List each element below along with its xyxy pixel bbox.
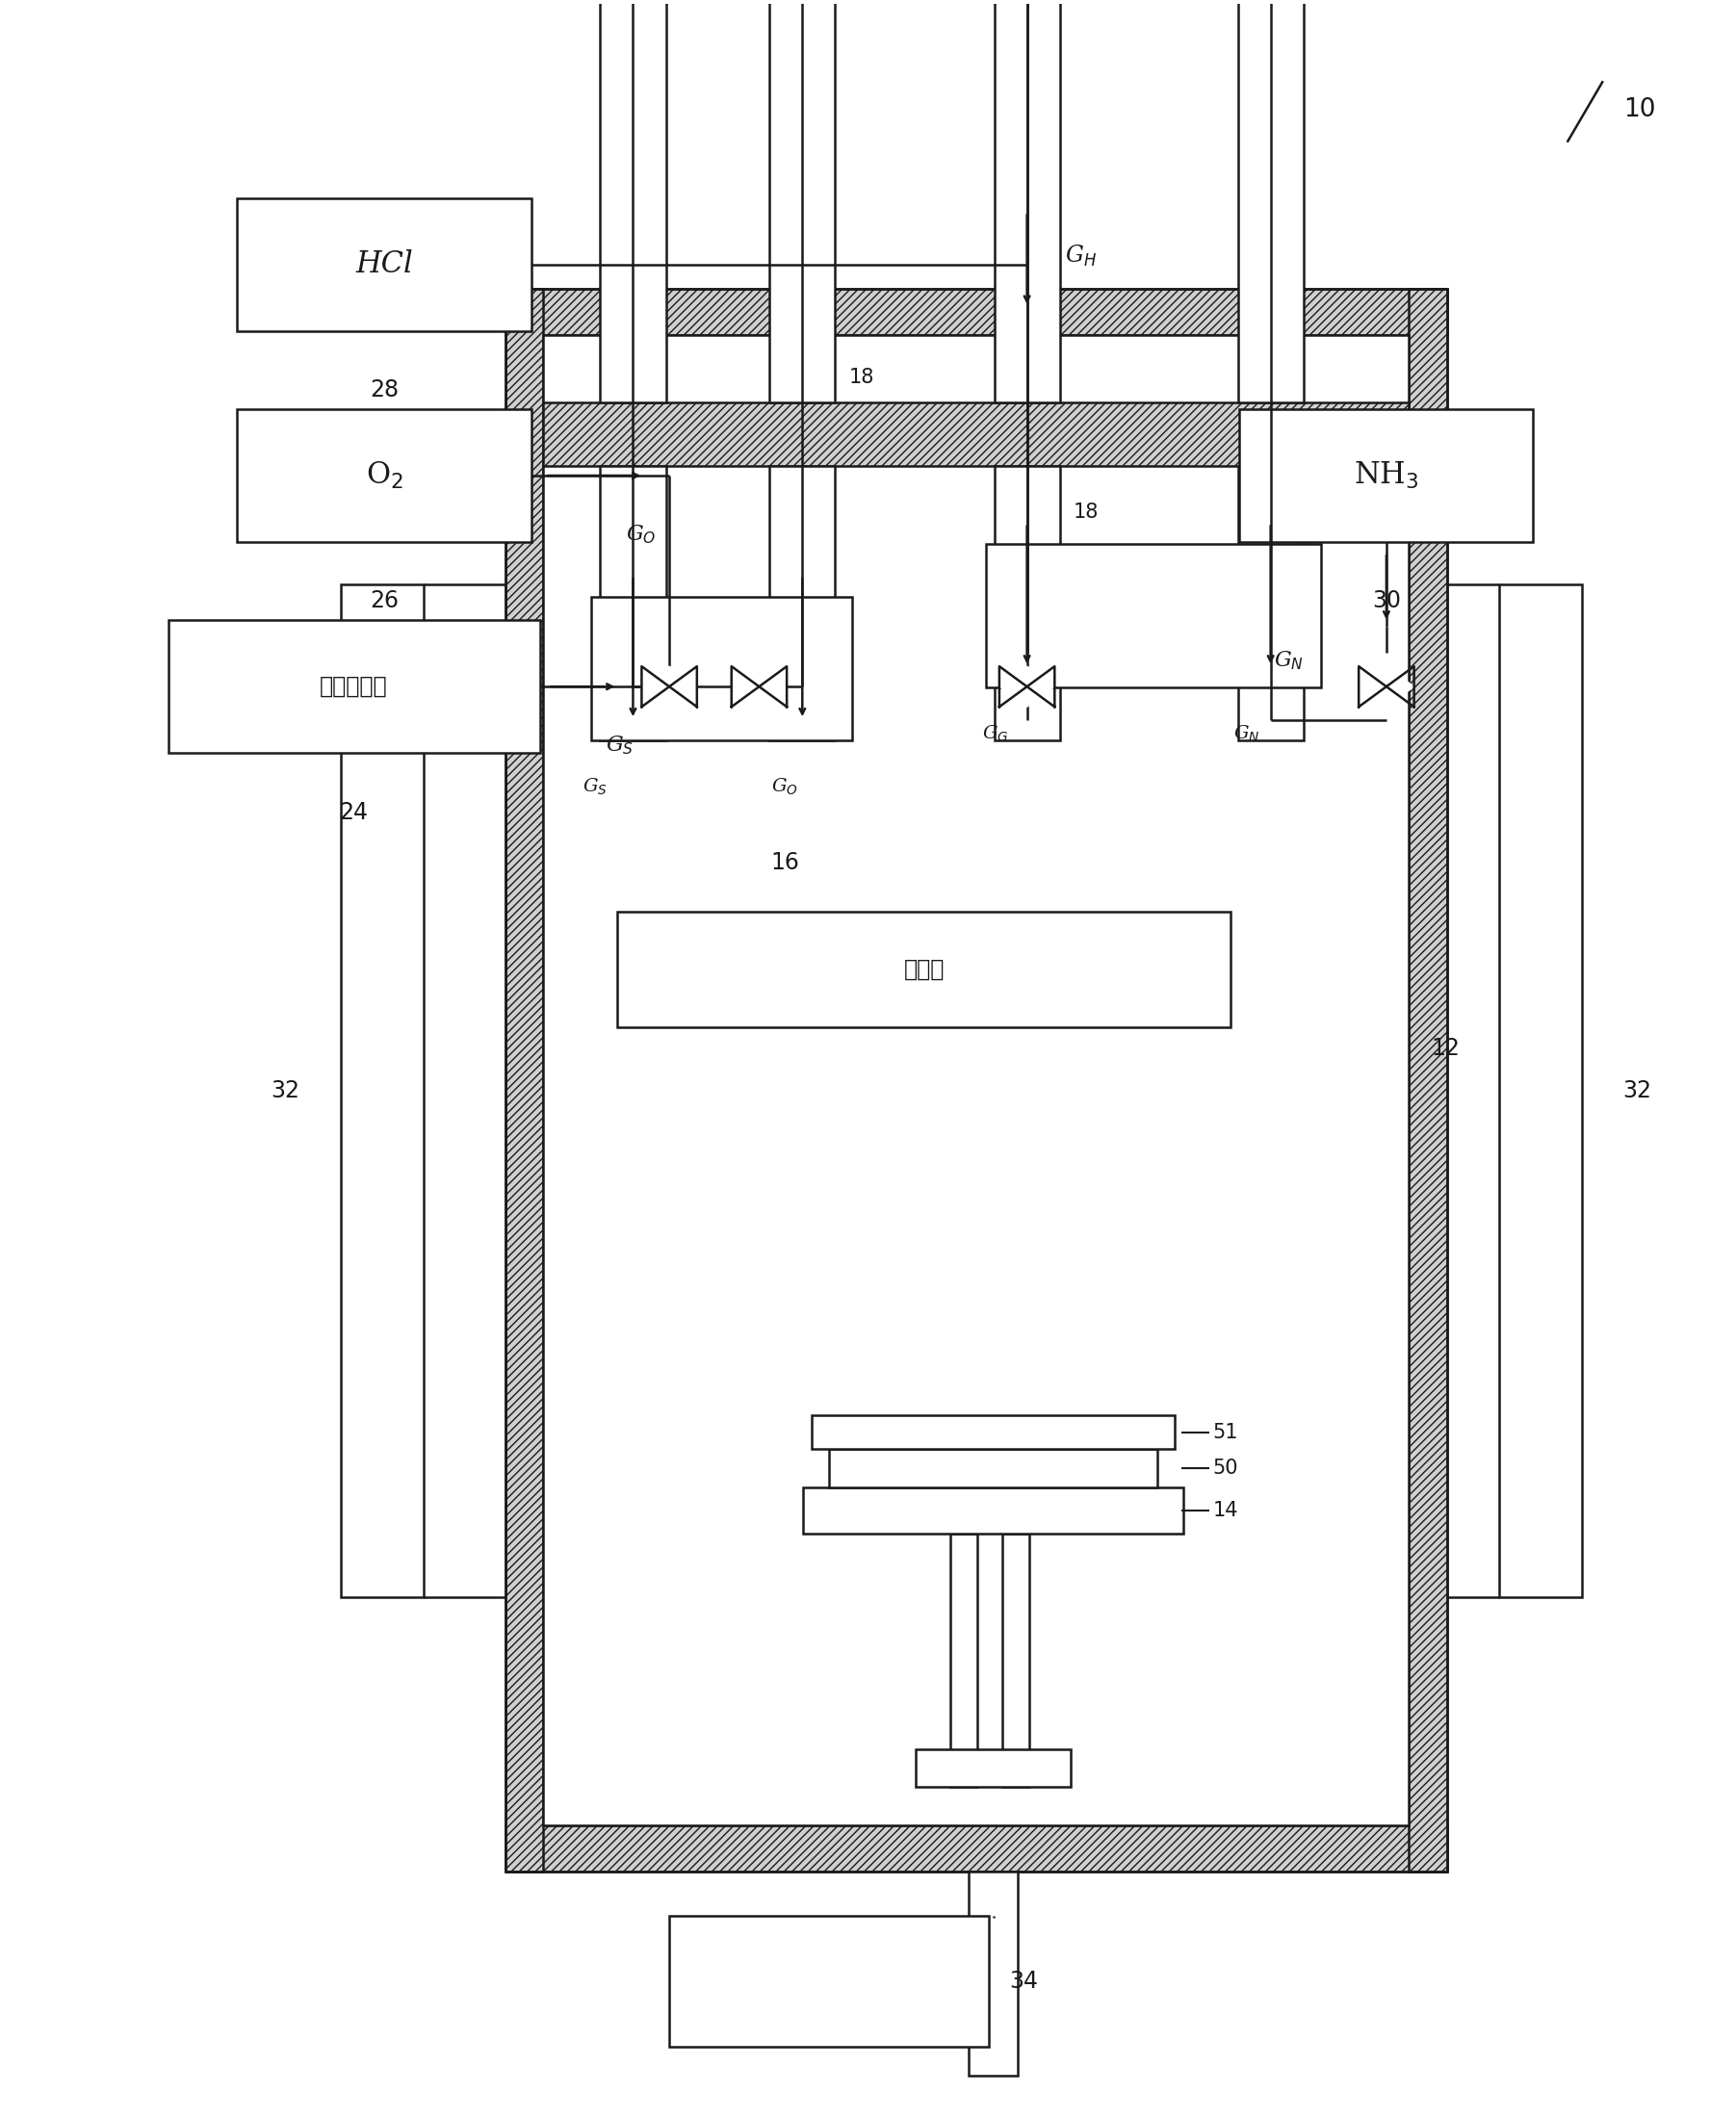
Bar (986, 544, 1321, 688)
Bar (769, 0, 835, 402)
Text: G$_O$: G$_O$ (771, 777, 799, 796)
Text: HCl: HCl (356, 250, 413, 280)
Bar (1238, 0, 1304, 402)
Bar (543, 335, 1410, 1826)
Polygon shape (1359, 667, 1387, 707)
Text: 14: 14 (1213, 1502, 1238, 1521)
Text: G$_O$: G$_O$ (627, 523, 656, 546)
Text: G$_N$: G$_N$ (1233, 724, 1260, 743)
Text: 16: 16 (771, 851, 800, 875)
Bar (670, 1915, 990, 2046)
Bar (505, 288, 1446, 335)
Text: 28: 28 (370, 379, 399, 402)
Bar (618, 911, 1231, 1027)
Text: 32: 32 (1623, 1078, 1651, 1101)
Bar (1002, 1533, 1029, 1788)
Polygon shape (731, 667, 759, 707)
Text: 二氯甲硅烷: 二氯甲硅烷 (319, 676, 387, 699)
Bar (769, 466, 835, 741)
Text: G$_S$: G$_S$ (583, 777, 608, 796)
Text: NH$_3$: NH$_3$ (1354, 460, 1418, 491)
Polygon shape (1028, 667, 1055, 707)
Text: 32: 32 (271, 1078, 300, 1101)
Text: 金属镑: 金属镑 (904, 957, 944, 981)
Bar (505, 1826, 1446, 1872)
Polygon shape (670, 667, 696, 707)
Text: O$_2$: O$_2$ (366, 460, 403, 491)
Bar (601, 0, 667, 402)
Bar (804, 1487, 1184, 1533)
Bar (592, 597, 852, 741)
Bar (601, 466, 667, 741)
Text: G$_S$: G$_S$ (606, 735, 634, 756)
Text: 24: 24 (340, 801, 368, 824)
Bar (238, 409, 531, 542)
Text: 26: 26 (370, 589, 399, 612)
Text: G$_H$: G$_H$ (1064, 244, 1097, 269)
Polygon shape (642, 667, 670, 707)
Bar (543, 402, 1410, 466)
Bar (950, 1533, 977, 1788)
Polygon shape (759, 667, 786, 707)
Text: 50: 50 (1213, 1459, 1238, 1478)
Polygon shape (1000, 667, 1028, 707)
Text: 30: 30 (1371, 589, 1401, 612)
Polygon shape (1387, 667, 1415, 707)
Bar (1410, 288, 1446, 1872)
Text: 18: 18 (849, 369, 875, 388)
Bar (1238, 466, 1304, 741)
Bar (168, 621, 540, 754)
Bar (812, 1415, 1175, 1449)
Bar (969, 1872, 1017, 2076)
Text: G$_N$: G$_N$ (1274, 648, 1304, 671)
Bar (505, 288, 543, 1872)
Bar (1240, 409, 1533, 542)
Bar (830, 1449, 1158, 1487)
Text: G$_G$: G$_G$ (983, 724, 1009, 743)
Text: 18: 18 (1073, 502, 1099, 523)
Text: 12: 12 (1430, 1038, 1460, 1059)
Bar (238, 199, 531, 330)
Text: 34: 34 (1010, 1970, 1038, 1993)
Text: 10: 10 (1623, 97, 1656, 123)
Bar (995, 466, 1059, 741)
Bar (995, 0, 1059, 402)
Bar (340, 585, 424, 1597)
Bar (1498, 585, 1581, 1597)
Bar (915, 1749, 1071, 1788)
Text: 51: 51 (1213, 1423, 1238, 1442)
